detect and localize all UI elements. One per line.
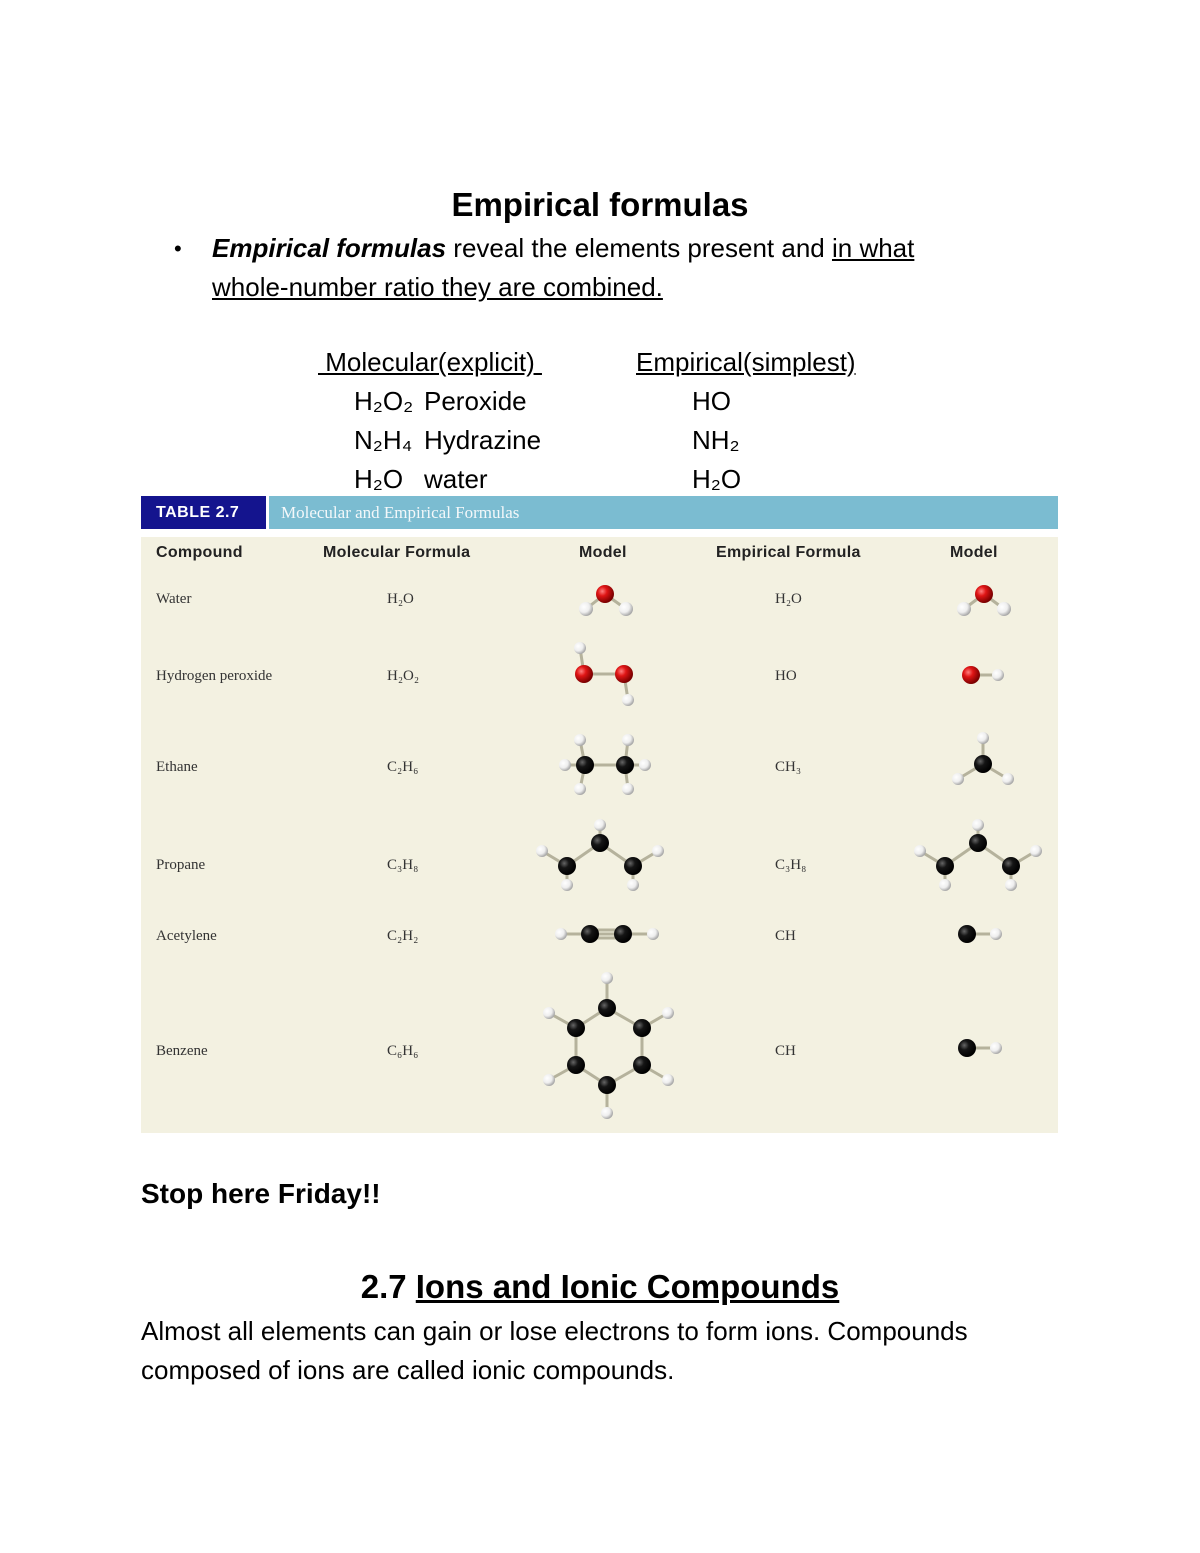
term: Empirical formulas bbox=[212, 233, 447, 263]
section-number: 2.7 bbox=[360, 1268, 416, 1305]
paragraph-line2: composed of ions are called ionic compou… bbox=[141, 1355, 675, 1385]
column-header-model: Model bbox=[950, 544, 998, 561]
molecule-models bbox=[536, 585, 1042, 1119]
empirical-cell: CH bbox=[775, 928, 796, 944]
bullet-text-line2: whole-number ratio they are combined. bbox=[212, 272, 663, 302]
molecular-cell: C₃H₈ bbox=[387, 857, 419, 873]
paragraph-line1: Almost all elements can gain or lose ele… bbox=[141, 1316, 968, 1346]
molecular-cell: C₂H₂ bbox=[387, 928, 419, 944]
molecular-formula: N₂H₄ bbox=[354, 425, 413, 455]
section-title: Ions and Ionic Compounds bbox=[415, 1268, 840, 1305]
empirical-cell: H₂O bbox=[775, 591, 802, 607]
empirical-formula: HO bbox=[692, 386, 731, 416]
column-header-empirical: Empirical Formula bbox=[716, 544, 861, 561]
molecular-cell: H₂O₂ bbox=[387, 668, 420, 684]
underlined-text: in what bbox=[831, 233, 915, 263]
empirical-formula: H₂O bbox=[692, 464, 742, 494]
empirical-cell: CH₃ bbox=[775, 759, 802, 775]
stop-note: Stop here Friday!! bbox=[141, 1178, 381, 1209]
bullet-icon: • bbox=[174, 236, 182, 261]
column-header-model: Model bbox=[579, 544, 627, 561]
molecular-cell: H₂O bbox=[387, 591, 414, 607]
compound-cell: Ethane bbox=[156, 759, 198, 775]
table-label: TABLE 2.7 bbox=[141, 496, 266, 529]
molecular-formula: H₂O₂ bbox=[354, 386, 414, 416]
column-header-molecular: Molecular Formula bbox=[323, 544, 471, 561]
compound-name: Hydrazine bbox=[424, 425, 542, 455]
empirical-cell: CH bbox=[775, 1043, 796, 1059]
table-caption: Molecular and Empirical Formulas bbox=[269, 496, 1058, 529]
page-title: Empirical formulas bbox=[451, 186, 749, 223]
compound-cell: Acetylene bbox=[156, 928, 217, 944]
molecular-cell: C₂H₆ bbox=[387, 759, 419, 775]
empirical-formula: NH₂ bbox=[692, 425, 740, 455]
molecular-header: Molecular(explicit) bbox=[318, 347, 542, 377]
compound-name: Peroxide bbox=[424, 386, 527, 416]
compound-cell: Water bbox=[156, 591, 192, 607]
compound-name: water bbox=[424, 464, 488, 494]
bullet-text-line1: Empirical formulas reveal the elements p… bbox=[212, 233, 914, 264]
empirical-header: Empirical(simplest) bbox=[636, 347, 856, 377]
compound-cell: Hydrogen peroxide bbox=[156, 668, 273, 684]
compound-cell: Propane bbox=[156, 857, 206, 873]
compound-cell: Benzene bbox=[156, 1043, 208, 1059]
empirical-cell: C₃H₈ bbox=[775, 857, 807, 873]
empirical-cell: HO bbox=[775, 668, 797, 684]
molecular-cell: C₆H₆ bbox=[387, 1043, 419, 1059]
bullet-text: reveal the elements present and bbox=[446, 233, 832, 263]
column-header-compound: Compound bbox=[156, 544, 243, 561]
molecular-formula: H₂O bbox=[354, 464, 404, 494]
section-heading: 2.7 Ions and Ionic Compounds bbox=[0, 1268, 1200, 1306]
